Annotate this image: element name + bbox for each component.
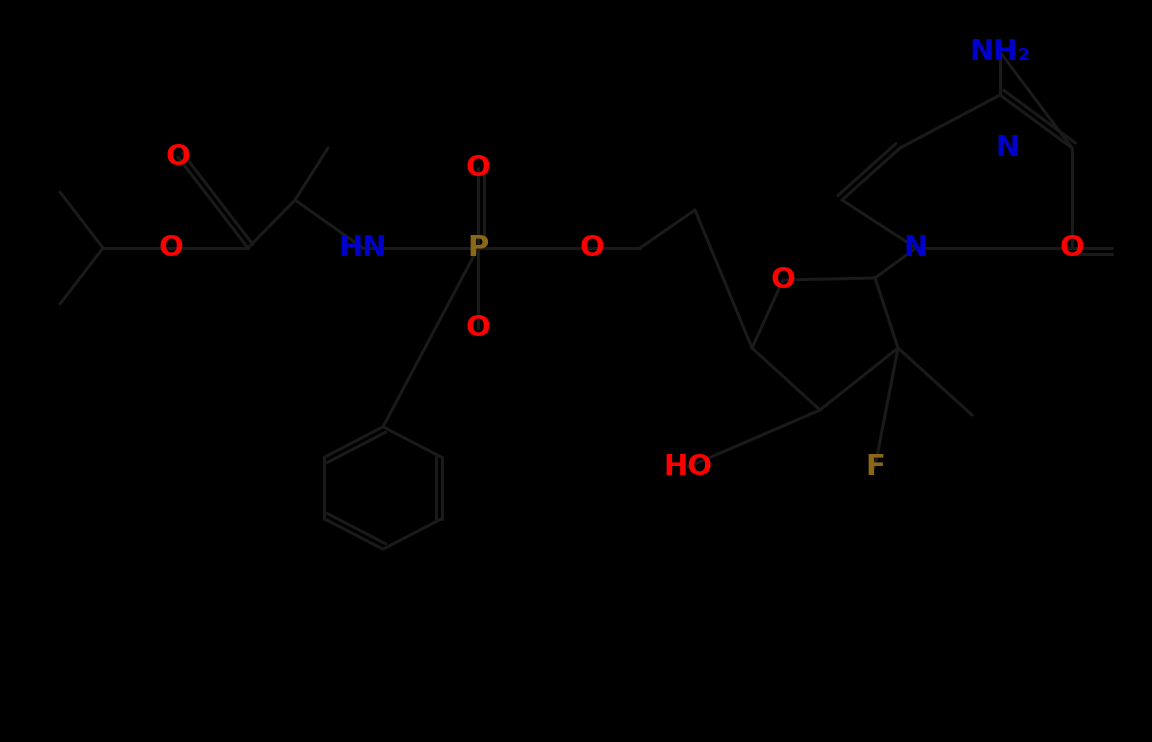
Text: N: N bbox=[995, 134, 1021, 162]
Text: O: O bbox=[1060, 234, 1084, 262]
Text: O: O bbox=[771, 266, 795, 294]
Text: HN: HN bbox=[339, 234, 387, 262]
Text: NH₂: NH₂ bbox=[969, 38, 1031, 66]
Text: O: O bbox=[166, 143, 190, 171]
Text: O: O bbox=[465, 314, 491, 342]
Text: P: P bbox=[468, 234, 488, 262]
Text: O: O bbox=[465, 154, 491, 182]
Text: N: N bbox=[904, 234, 929, 262]
Text: O: O bbox=[579, 234, 605, 262]
Text: O: O bbox=[159, 234, 183, 262]
Text: F: F bbox=[865, 453, 885, 481]
Text: HO: HO bbox=[664, 453, 713, 481]
